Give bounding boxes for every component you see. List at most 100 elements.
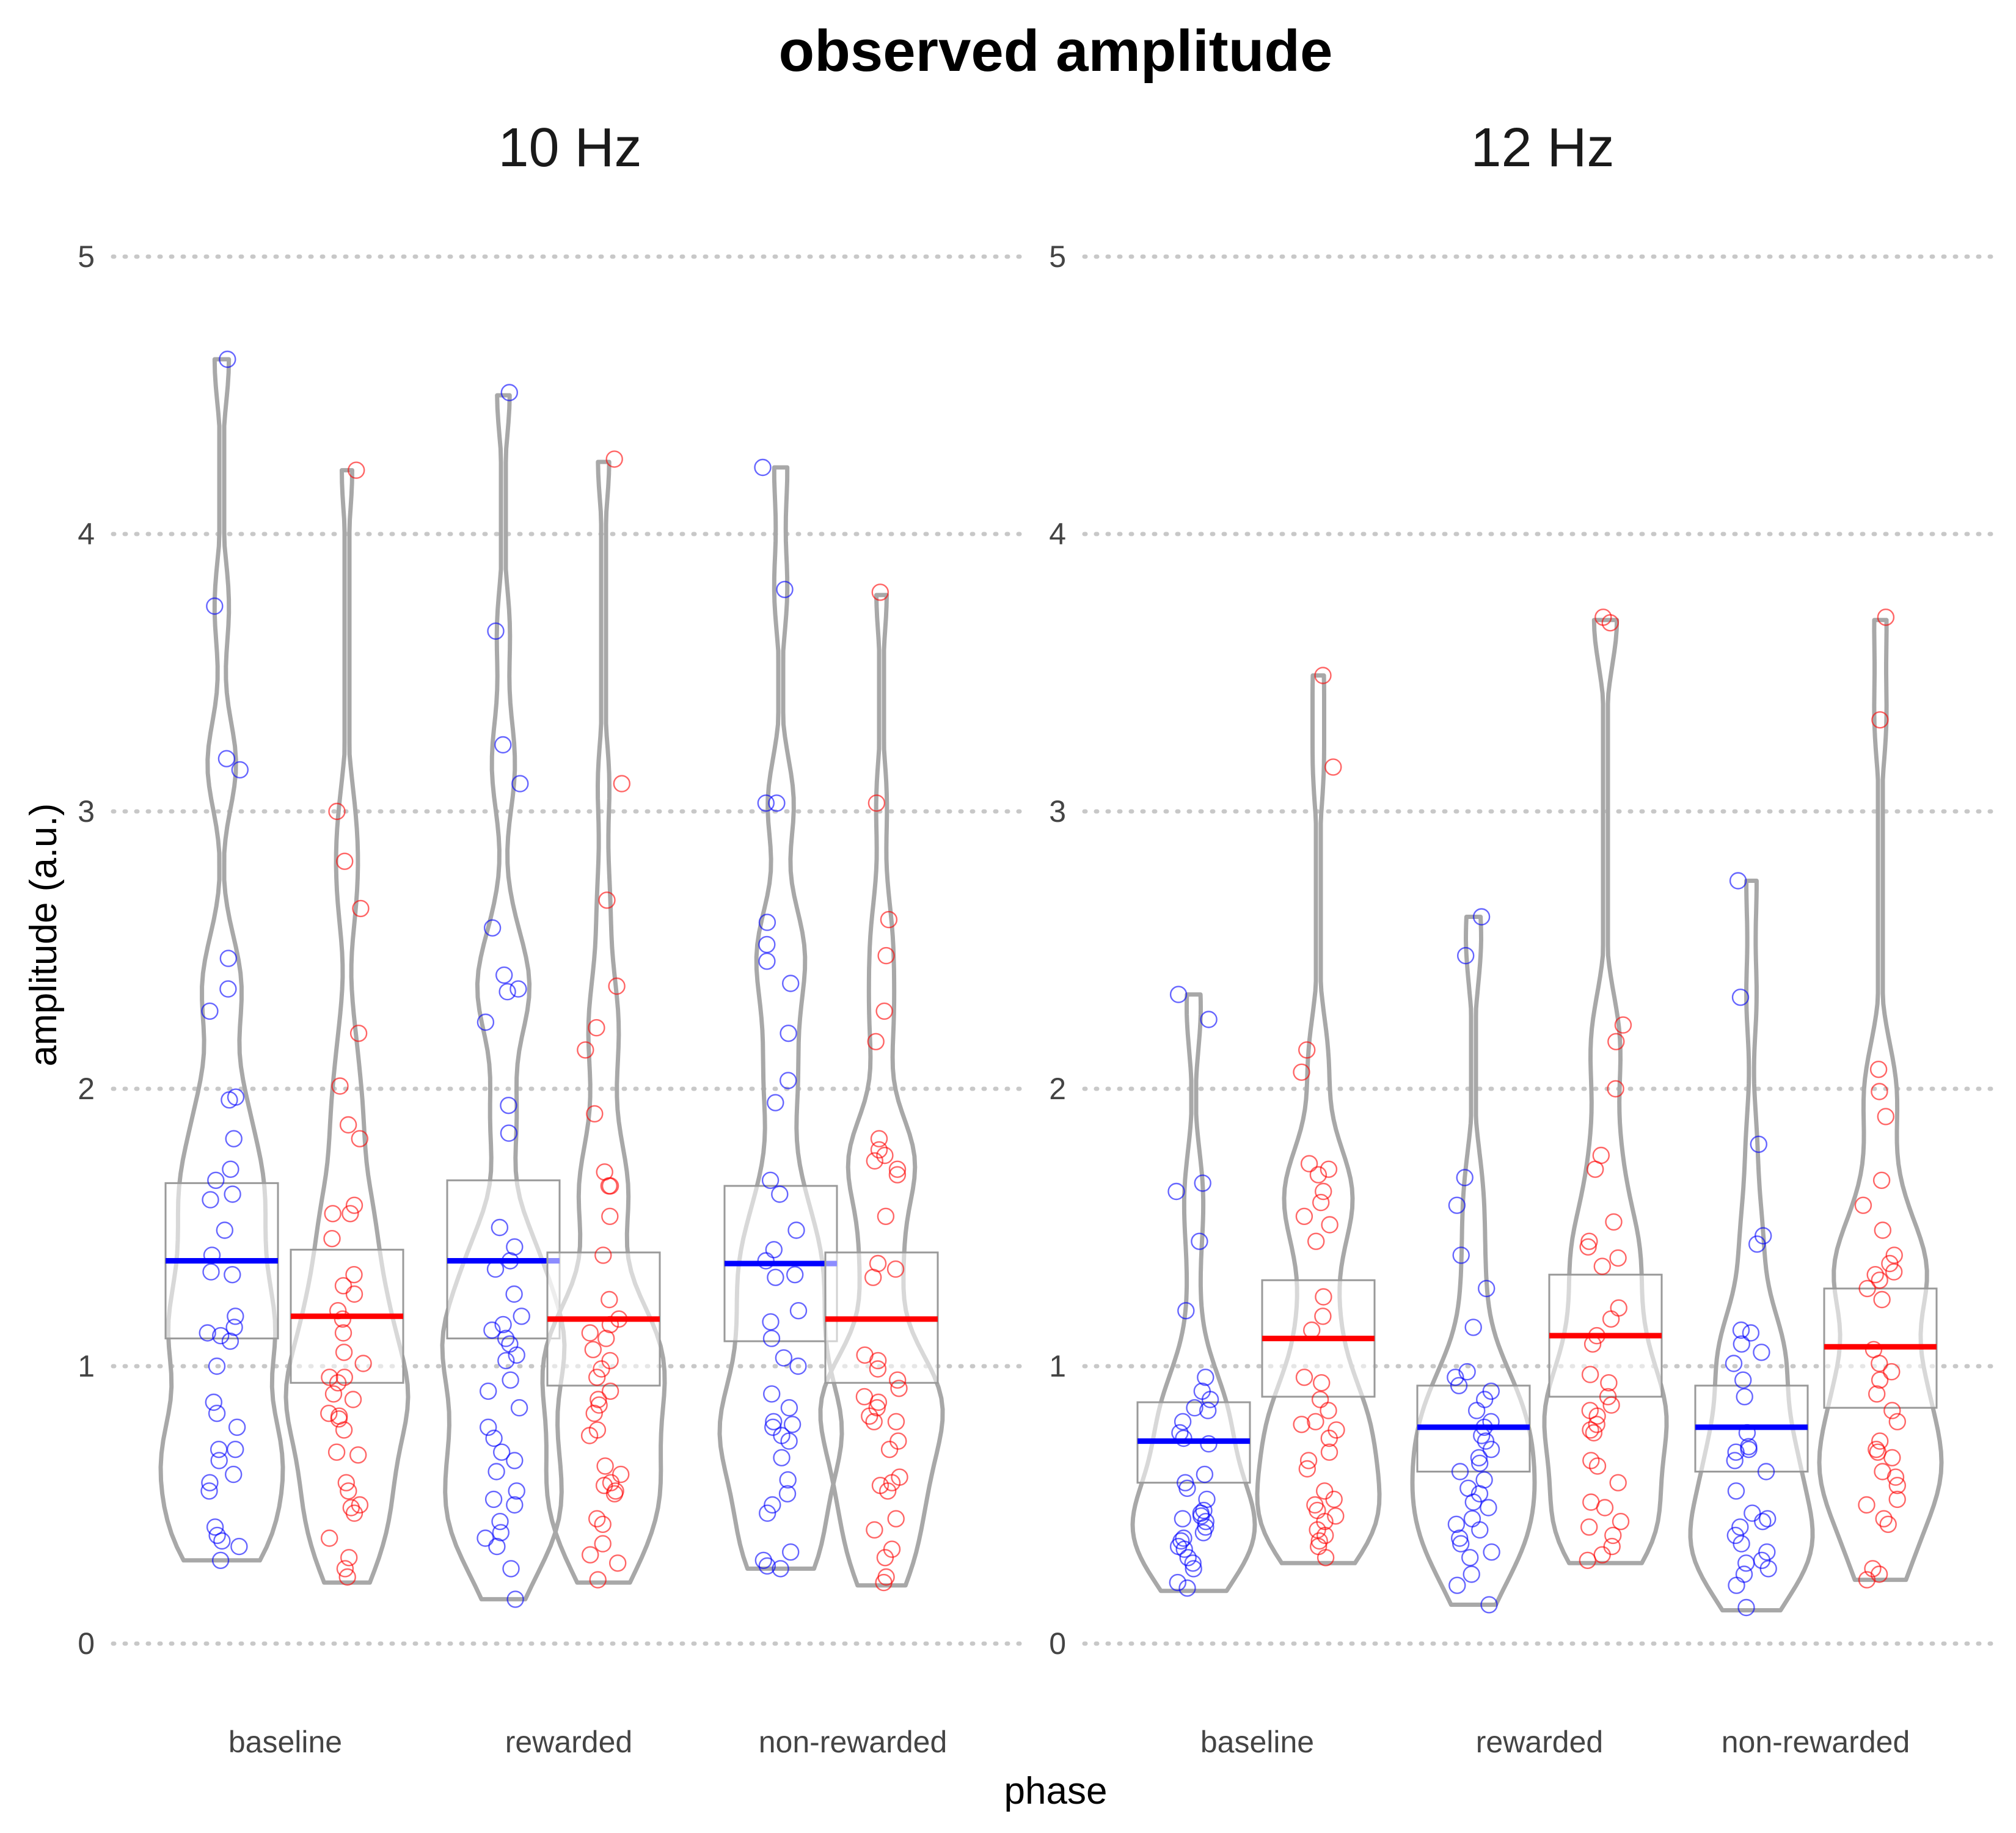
data-point [1200,1011,1218,1028]
data-point [327,1443,346,1461]
data-point [1731,1518,1749,1536]
data-point [1888,1413,1907,1431]
data-point [1871,711,1889,729]
data-point [1200,1435,1218,1453]
data-point [1873,1290,1891,1309]
data-point [221,1091,238,1109]
data-point [222,1160,239,1178]
data-point [491,1218,509,1237]
data-point [1451,1463,1469,1480]
data-point [596,1457,614,1475]
data-point [888,1166,907,1184]
data-point [765,1413,783,1431]
data-point [1596,1499,1614,1517]
x-tick-label: non-rewarded [1722,1725,1910,1759]
y-tick-label: 5 [78,240,95,274]
y-tick-label: 2 [78,1072,95,1106]
data-point [1886,1468,1905,1486]
data-point [1605,1213,1623,1231]
data-point [601,1177,619,1195]
data-point [497,1352,515,1370]
data-point [211,1551,230,1570]
data-point [1864,1560,1882,1578]
data-point [778,1485,797,1503]
data-point [224,1185,241,1203]
data-point [228,1418,246,1436]
data-point [598,891,616,909]
data-point [1871,1371,1889,1389]
data-point [1740,1440,1758,1458]
data-point [605,1485,624,1503]
data-point [1588,1407,1606,1425]
data-point [1579,1551,1597,1570]
data-point [1727,1443,1745,1461]
data-point [502,1371,519,1389]
data-point [768,794,786,812]
data-point [1312,1374,1331,1392]
data-point [875,1573,893,1592]
data-point [1169,986,1188,1003]
data-point [886,1260,905,1278]
data-point [764,1496,781,1514]
data-point [888,1371,907,1389]
data-point [511,775,529,792]
data-point [500,1124,518,1142]
data-point [208,1357,226,1375]
data-point [492,1524,509,1542]
data-point [1888,1476,1907,1495]
data-point [320,1404,338,1422]
data-point [580,1427,599,1444]
data-point [789,1357,807,1375]
data-point [1579,1238,1597,1256]
violin [717,465,844,1571]
data-point [1883,1402,1901,1419]
data-point [1194,1524,1213,1542]
data-point [1858,1496,1875,1514]
data-point [1167,1182,1185,1201]
data-point [1744,1504,1761,1522]
data-point [480,1418,497,1436]
data-point [345,1265,363,1284]
data-point [762,1330,781,1347]
data-point [1307,1232,1325,1250]
x-tick-label: non-rewarded [759,1725,948,1759]
data-point [780,1432,798,1450]
data-point [1314,1308,1332,1325]
data-point [480,1382,497,1400]
data-point [754,1551,773,1570]
group-non-rewarded-blue [717,458,844,1578]
data-point [758,935,776,954]
data-point [345,1504,363,1522]
data-point [875,1002,893,1020]
data-point [1312,1193,1330,1212]
data-point [757,794,775,812]
data-point [1727,1482,1745,1500]
data-point [1731,988,1750,1006]
data-point [1868,1440,1885,1458]
data-point [1737,1554,1755,1572]
data-point [1467,1402,1486,1419]
data-point [221,1332,239,1350]
data-point [601,1382,619,1400]
data-point [217,750,236,767]
data-point [781,975,800,992]
data-point [608,977,626,995]
data-point [324,1205,341,1223]
data-point [491,1512,509,1531]
data-point [1758,1510,1777,1528]
data-point [477,1013,495,1031]
data-point [787,1221,805,1239]
data-point [1603,1537,1621,1556]
data-point [1472,908,1491,926]
data-point [487,622,505,640]
data-point [202,1191,219,1209]
data-point [1733,1535,1750,1553]
data-point [601,1207,619,1226]
x-tick-label: baseline [228,1725,342,1759]
data-point [1581,1366,1599,1383]
data-point [888,1160,907,1178]
data-point [338,1568,356,1586]
data-point [227,1440,244,1458]
data-point [339,1116,357,1134]
data-point [870,1130,888,1147]
